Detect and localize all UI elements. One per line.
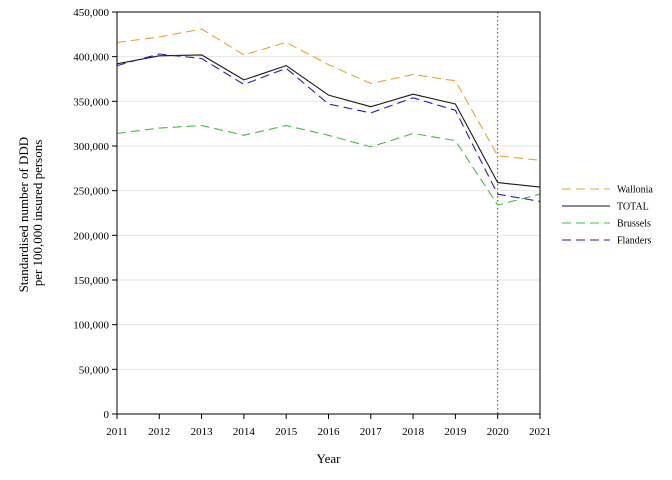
legend-label-flanders: Flanders bbox=[617, 236, 652, 247]
x-tick-label: 2012 bbox=[148, 426, 170, 438]
series-line-brussels bbox=[116, 124, 541, 206]
y-tick-label: 50,000 bbox=[79, 364, 110, 376]
y-tick-label: 200,000 bbox=[73, 230, 109, 242]
series-line-wallonia bbox=[116, 28, 541, 161]
y-tick-label: 350,000 bbox=[73, 96, 109, 108]
x-tick-label: 2019 bbox=[444, 426, 467, 438]
x-tick-label: 2017 bbox=[360, 426, 383, 438]
gridlines bbox=[117, 11, 540, 370]
x-tick-label: 2018 bbox=[402, 426, 425, 438]
legend: Wallonia TOTAL Brussels Flanders bbox=[562, 185, 653, 247]
x-tick-label: 2021 bbox=[529, 426, 551, 438]
y-tick-label: 250,000 bbox=[73, 186, 109, 198]
y-tick-label: 300,000 bbox=[73, 141, 109, 153]
y-axis: 0 50,000 100,000 150,000 200,000 250,000 300,0… bbox=[73, 7, 117, 421]
series-line-total bbox=[116, 54, 541, 188]
y-tick-label: 150,000 bbox=[73, 275, 109, 287]
legend-label-wallonia: Wallonia bbox=[617, 185, 653, 196]
y-axis-title: Standardised number of DDD per 100,000 i… bbox=[16, 134, 45, 293]
plot-frame bbox=[116, 11, 541, 415]
y-tick-label: 0 bbox=[104, 409, 110, 421]
series-group bbox=[116, 28, 541, 206]
y-tick-label: 100,000 bbox=[73, 320, 109, 332]
x-tick-label: 2015 bbox=[275, 426, 298, 438]
y-axis-title-line-2: per 100,000 insured persons bbox=[30, 140, 45, 287]
x-tick-label: 2011 bbox=[106, 426, 128, 438]
x-axis-title: Year bbox=[317, 451, 342, 466]
y-tick-label: 450,000 bbox=[73, 7, 109, 19]
legend-label-brussels: Brussels bbox=[617, 219, 651, 230]
x-tick-label: 2014 bbox=[233, 426, 256, 438]
y-axis-title-line-1: Standardised number of DDD bbox=[16, 137, 31, 293]
x-tick-label: 2016 bbox=[318, 426, 341, 438]
x-axis: 2011 2012 2013 2014 2015 2016 2017 2018 2019 2020… bbox=[106, 414, 551, 438]
x-tick-label: 2013 bbox=[191, 426, 214, 438]
x-tick-label: 2020 bbox=[487, 426, 510, 438]
legend-label-total: TOTAL bbox=[617, 202, 649, 213]
y-tick-label: 400,000 bbox=[73, 52, 109, 64]
series-line-flanders bbox=[116, 53, 541, 202]
